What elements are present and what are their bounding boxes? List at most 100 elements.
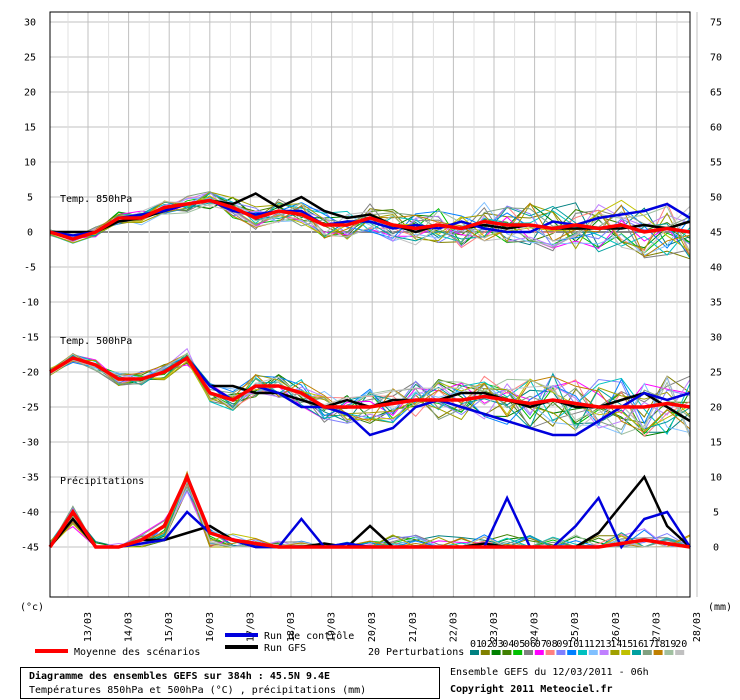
right-tick-label: 35 (710, 298, 722, 309)
right-tick-label: 10 (710, 473, 722, 484)
footer-title-box: Diagramme des ensembles GEFS sur 384h : … (20, 667, 440, 699)
date-tick-label: 20/03 (367, 612, 378, 642)
right-tick-label: 70 (710, 53, 722, 64)
date-tick-label: 24/03 (530, 612, 541, 642)
left-tick-label: -5 (24, 263, 36, 274)
left-tick-label: -10 (21, 298, 39, 309)
right-tick-label: 50 (710, 193, 722, 204)
perturbation-500-line (49, 353, 691, 435)
perturbation-850-line (49, 201, 691, 253)
perturbation-number: 09 (556, 639, 568, 650)
perturbation-number: 12 (589, 639, 601, 650)
left-tick-label: 10 (24, 158, 36, 169)
perturbation-number: 19 (664, 639, 676, 650)
right-tick-label: 55 (710, 158, 722, 169)
perturbation-swatch (675, 650, 685, 655)
perturbation-850-line (49, 201, 691, 259)
date-tick-label: 26/03 (611, 612, 622, 642)
perturbation-number: 18 (654, 639, 666, 650)
perturbation-number: 07 (535, 639, 547, 650)
legend-gfs-label: Run GFS (264, 643, 306, 654)
perturbation-500-line (49, 357, 691, 431)
left-tick-label: -45 (21, 543, 39, 554)
left-tick-label: 25 (24, 53, 36, 64)
date-tick-label: 22/03 (448, 612, 459, 642)
left-tick-label: -15 (21, 333, 39, 344)
copyright: Copyright 2011 Meteociel.fr (450, 684, 613, 695)
perturbation-number: 03 (492, 639, 504, 650)
perturbation-swatch (524, 650, 533, 655)
chart-grid (50, 12, 698, 597)
perturbation-500-line (49, 354, 691, 420)
perturbation-number: 17 (643, 639, 655, 650)
perturbation-number: 15 (621, 639, 633, 650)
perturbation-number: 05 (513, 639, 525, 650)
perturbation-swatch (642, 650, 652, 655)
right-tick-label: 25 (710, 368, 722, 379)
left-tick-label: -25 (21, 403, 39, 414)
date-tick-label: 15/03 (164, 612, 175, 642)
perturbation-swatch (664, 650, 674, 655)
right-tick-label: 40 (710, 263, 722, 274)
footer-subtitle: Températures 850hPa et 500hPa (°C) , pré… (29, 685, 367, 696)
left-tick-label: 0 (27, 228, 33, 239)
left-tick-label: -20 (21, 368, 39, 379)
right-tick-label: 20 (710, 403, 722, 414)
perturbation-swatch (513, 650, 523, 655)
perturbation-number: 20 (675, 639, 687, 650)
date-tick-label: 18/03 (286, 612, 297, 642)
perturbation-swatch (632, 650, 641, 655)
perturbation-swatch (621, 650, 631, 655)
perturbation-swatch (480, 650, 490, 655)
right-tick-label: 15 (710, 438, 722, 449)
perturbation-number: 14 (610, 639, 622, 650)
plot-frame (49, 11, 691, 598)
mean-precip-line (48, 472, 691, 549)
run-info: Ensemble GEFS du 12/03/2011 - 06h (450, 667, 649, 678)
right-tick-label: 5 (713, 508, 719, 519)
right-tick-label: 0 (713, 543, 719, 554)
date-tick-label: 16/03 (205, 612, 216, 642)
panel-label: Précipitations (60, 475, 144, 487)
ensemble-chart: Temp. 850hPa Temp. 500hPa Précipitations 3… (20, 11, 732, 658)
date-tick-label: 25/03 (570, 612, 581, 642)
date-tick-label: 13/03 (83, 612, 94, 642)
perturbation-850-line (49, 195, 691, 252)
date-tick-label: 21/03 (408, 612, 419, 642)
mean-500-line (49, 355, 691, 409)
mean-850-line (49, 198, 691, 241)
perturbation-number: 13 (600, 639, 612, 650)
date-tick-label: 19/03 (327, 612, 338, 642)
perturbation-swatch (470, 650, 479, 655)
left-tick-label: -40 (21, 508, 39, 519)
right-tick-label: 65 (710, 88, 722, 99)
perturbation-swatch (534, 650, 544, 655)
panel-label: Temp. 850hPa (60, 194, 132, 205)
perturbation-number: 04 (502, 639, 514, 650)
perturbation-number: 01 (470, 639, 482, 650)
perturbation-number: 11 (578, 639, 590, 650)
right-tick-label: 30 (710, 333, 722, 344)
right-unit-label: (mm) (708, 602, 732, 613)
date-tick-label: 23/03 (489, 612, 500, 642)
right-tick-label: 60 (710, 123, 722, 134)
perturbation-swatch (653, 650, 663, 655)
footer-title: Diagramme des ensembles GEFS sur 384h : … (29, 671, 331, 682)
left-unit-label: (°c) (20, 602, 44, 613)
date-tick-label: 17/03 (245, 612, 256, 642)
perturbation-swatch (502, 650, 512, 655)
right-tick-label: 45 (710, 228, 722, 239)
perturbation-number: 08 (546, 639, 558, 650)
date-tick-label: 27/03 (651, 612, 662, 642)
date-tick-label: 28/03 (692, 612, 703, 642)
perturbation-number: 10 (567, 639, 579, 650)
main-lines (48, 192, 692, 550)
perturbation-lines (49, 190, 691, 548)
perturbation-swatch (491, 650, 501, 655)
perturbation-850-line (49, 197, 691, 256)
perturbation-swatch (567, 650, 577, 655)
legend-control-label: Run de contrôle (264, 630, 354, 642)
perturbation-number: 02 (481, 639, 493, 650)
